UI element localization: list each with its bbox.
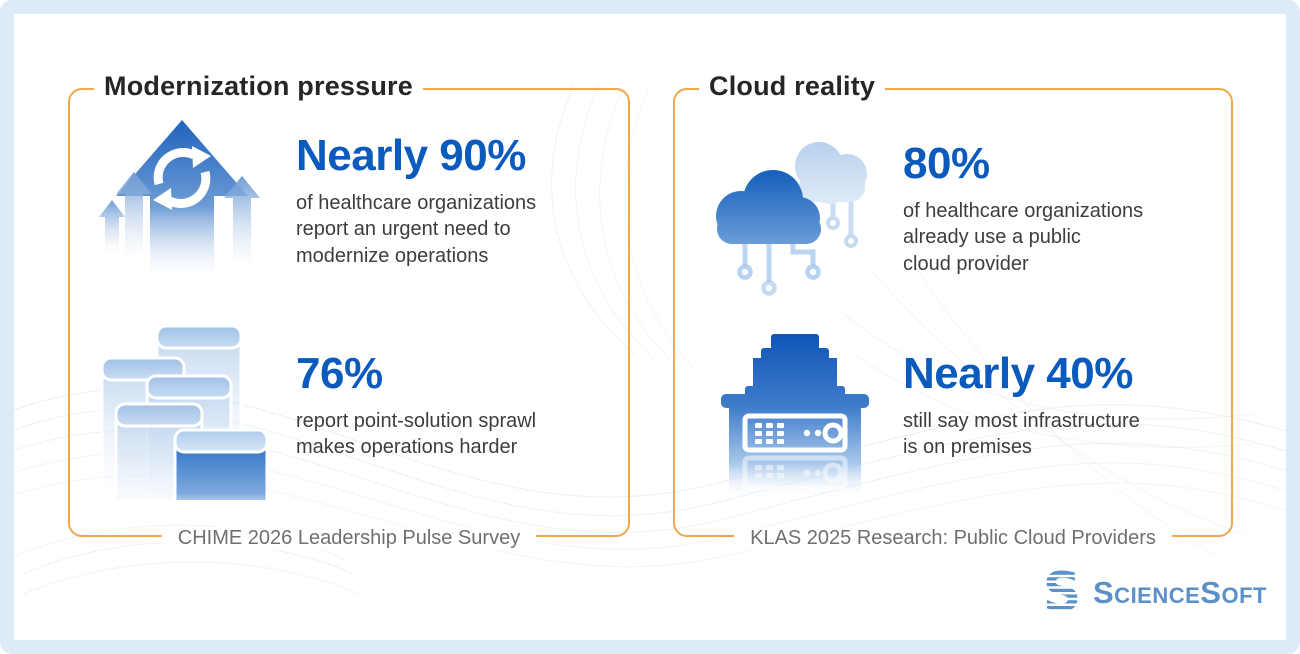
on-premises-server-icon <box>705 328 885 513</box>
modernization-arrows-icon <box>98 112 278 289</box>
source-label: CHIME 2026 Leadership Pulse Survey <box>161 527 537 550</box>
panel-modernization-pressure: Modernization pressure <box>68 71 630 550</box>
stat-description: report point-solution sprawl makes opera… <box>296 410 537 459</box>
stat-description: of healthcare organizations report an ur… <box>296 192 537 267</box>
stat-value: Nearly 90% <box>296 131 526 180</box>
stat-description: still say most infrastructure is on prem… <box>903 410 1140 459</box>
stat-value: Nearly 40% <box>903 349 1133 398</box>
stat-description: of healthcare organizations already use … <box>903 200 1144 275</box>
stat-value: 80% <box>903 139 990 188</box>
public-cloud-icon <box>701 118 881 303</box>
panel-title: Cloud reality <box>699 71 886 102</box>
point-solution-sprawl-icon <box>92 320 272 530</box>
infographic-canvas: Modernization pressure <box>14 14 1286 640</box>
stat-on-premises-infrastructure: Nearly 40% still say most infrastructure… <box>903 352 1140 461</box>
sciencesoft-wordmark: ScienceSoft <box>1093 574 1267 610</box>
panel-title: Modernization pressure <box>94 71 423 102</box>
stat-value: 76% <box>296 349 383 398</box>
stat-point-solution-sprawl: 76% report point-solution sprawl makes o… <box>296 352 536 461</box>
stat-modernization-need: Nearly 90% of healthcare organizations r… <box>296 134 536 269</box>
panel-cloud-reality: Cloud reality <box>673 71 1233 550</box>
sciencesoft-logo: S ScienceSoft <box>1040 568 1267 616</box>
sciencesoft-logo-icon: S <box>1040 568 1084 616</box>
source-label: KLAS 2025 Research: Public Cloud Provide… <box>734 527 1172 550</box>
stat-public-cloud-adoption: 80% of healthcare organizations already … <box>903 142 1143 277</box>
